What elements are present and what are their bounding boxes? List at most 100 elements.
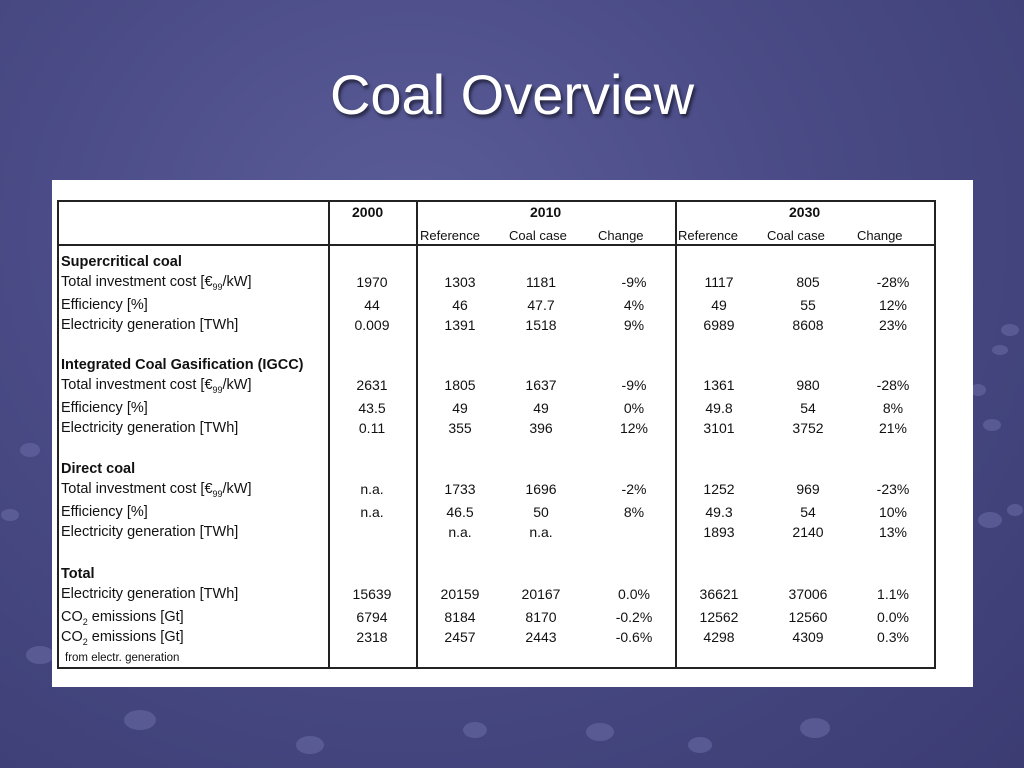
row-label: Electricity generation [TWh] bbox=[61, 586, 239, 602]
year-header-2030: 2030 bbox=[789, 204, 821, 220]
subheader-coal-case: Coal case bbox=[767, 228, 825, 243]
table-cell: 20159 bbox=[440, 586, 480, 602]
section-heading: Direct coal bbox=[61, 461, 136, 477]
table-cell: 1181 bbox=[525, 274, 557, 290]
column-divider bbox=[328, 202, 330, 667]
table-cell: 6794 bbox=[356, 609, 388, 625]
table-cell: -2% bbox=[621, 481, 647, 497]
table-cell: 1637 bbox=[525, 377, 557, 393]
coal-overview-table: 2000 2010 2030 Reference Coal case Chang… bbox=[57, 200, 936, 669]
row-label: Electricity generation [TWh] bbox=[61, 524, 239, 540]
row-label: Total investment cost [€99/kW] bbox=[61, 274, 252, 292]
table-cell: 13% bbox=[878, 524, 908, 540]
row-label-subscript: 2 bbox=[82, 616, 88, 627]
table-cell: 8% bbox=[623, 504, 645, 520]
table-cell: 49 bbox=[533, 400, 549, 416]
table-cell: 4309 bbox=[792, 629, 824, 645]
row-label-text: Total investment cost [€ bbox=[61, 481, 213, 497]
table-cell: 44 bbox=[364, 297, 380, 313]
table-cell: 10% bbox=[878, 504, 908, 520]
table-cell: n.a. bbox=[360, 481, 384, 497]
table-cell: 8608 bbox=[792, 317, 824, 333]
subheader-coal-case: Coal case bbox=[509, 228, 567, 243]
table-cell: -9% bbox=[621, 274, 647, 290]
table-cell: 50 bbox=[533, 504, 549, 520]
table-cell: 1696 bbox=[525, 481, 557, 497]
table-cell: -0.2% bbox=[615, 609, 653, 625]
table-cell: n.a. bbox=[529, 524, 553, 540]
table-cell: 2443 bbox=[525, 629, 557, 645]
row-label: CO2 emissions [Gt] bbox=[61, 609, 184, 627]
table-cell: -0.6% bbox=[615, 629, 653, 645]
table-cell: 2140 bbox=[792, 524, 824, 540]
table-cell: 54 bbox=[800, 400, 816, 416]
table-cell: 54 bbox=[800, 504, 816, 520]
table-cell: 0.11 bbox=[358, 420, 386, 436]
table-cell: 49 bbox=[452, 400, 468, 416]
table-cell: 49.3 bbox=[705, 504, 733, 520]
header-divider bbox=[59, 244, 934, 246]
table-cell: 6989 bbox=[703, 317, 735, 333]
table-cell: 36621 bbox=[699, 586, 739, 602]
table-cell: 8170 bbox=[525, 609, 557, 625]
table-cell: 46 bbox=[452, 297, 468, 313]
table-cell: 1391 bbox=[444, 317, 476, 333]
row-label: Efficiency [%] bbox=[61, 297, 148, 313]
table-cell: 1805 bbox=[444, 377, 476, 393]
table-cell: 969 bbox=[796, 481, 820, 497]
section-heading: Total bbox=[61, 566, 95, 582]
table-cell: 49 bbox=[711, 297, 727, 313]
table-panel: 2000 2010 2030 Reference Coal case Chang… bbox=[52, 180, 973, 687]
table-cell: 1361 bbox=[703, 377, 735, 393]
section-heading: Integrated Coal Gasification (IGCC) bbox=[61, 357, 304, 373]
subheader-change: Change bbox=[857, 228, 903, 243]
table-cell: 3752 bbox=[792, 420, 824, 436]
table-cell: -9% bbox=[621, 377, 647, 393]
row-label: Efficiency [%] bbox=[61, 504, 148, 520]
row-label-text: CO bbox=[61, 629, 83, 645]
row-label-text: /kW] bbox=[222, 274, 252, 290]
row-label-text: /kW] bbox=[222, 377, 252, 393]
row-label: Efficiency [%] bbox=[61, 400, 148, 416]
table-cell: 0.0% bbox=[877, 609, 909, 625]
table-cell: 8% bbox=[882, 400, 904, 416]
table-cell: 3101 bbox=[703, 420, 735, 436]
table-cell: 21% bbox=[878, 420, 908, 436]
table-cell: 355 bbox=[448, 420, 472, 436]
row-label-text: CO bbox=[61, 609, 83, 625]
table-cell: 12562 bbox=[699, 609, 739, 625]
table-cell: 47.7 bbox=[527, 297, 555, 313]
table-cell: 20167 bbox=[521, 586, 561, 602]
row-label-text: /kW] bbox=[222, 481, 252, 497]
table-cell: 0.0% bbox=[618, 586, 650, 602]
table-cell: 1117 bbox=[704, 274, 734, 290]
subheader-reference: Reference bbox=[420, 228, 480, 243]
table-cell: 2457 bbox=[444, 629, 476, 645]
table-footnote: from electr. generation bbox=[65, 652, 180, 664]
row-label-text: Total investment cost [€ bbox=[61, 274, 213, 290]
subheader-reference: Reference bbox=[678, 228, 738, 243]
row-label-subscript: 99 bbox=[212, 384, 223, 395]
row-label: Electricity generation [TWh] bbox=[61, 420, 239, 436]
row-label: Electricity generation [TWh] bbox=[61, 317, 239, 333]
table-cell: 23% bbox=[878, 317, 908, 333]
table-cell: 0.3% bbox=[877, 629, 909, 645]
table-cell: 12560 bbox=[788, 609, 828, 625]
slide-title: Coal Overview bbox=[329, 63, 695, 126]
column-divider bbox=[675, 202, 677, 667]
row-label-subscript: 2 bbox=[82, 636, 88, 647]
row-label-text: emissions [Gt] bbox=[87, 609, 184, 625]
table-cell: 1252 bbox=[703, 481, 735, 497]
table-cell: 4298 bbox=[703, 629, 735, 645]
row-label-subscript: 99 bbox=[212, 281, 223, 292]
row-label: Total investment cost [€99/kW] bbox=[61, 377, 252, 395]
table-cell: 49.8 bbox=[705, 400, 733, 416]
table-cell: -28% bbox=[876, 274, 910, 290]
table-cell: 55 bbox=[800, 297, 816, 313]
table-cell: 1733 bbox=[444, 481, 476, 497]
table-cell: 12% bbox=[619, 420, 649, 436]
table-cell: 0.009 bbox=[354, 317, 390, 333]
table-cell: 1518 bbox=[525, 317, 557, 333]
row-label-text: emissions [Gt] bbox=[87, 629, 184, 645]
table-cell: 0% bbox=[623, 400, 645, 416]
